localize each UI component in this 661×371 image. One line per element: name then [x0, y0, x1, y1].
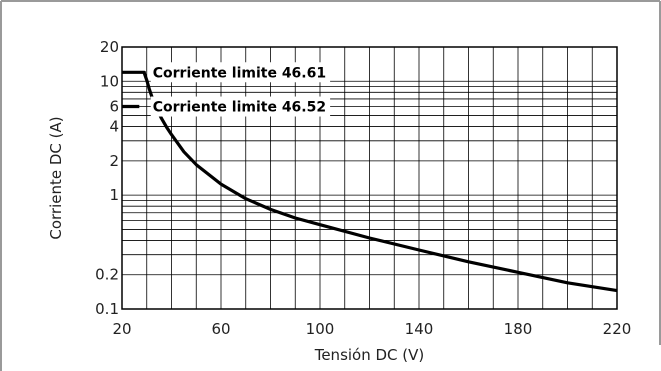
series-line-1 [122, 70, 618, 293]
x-axis-label: Tensión DC (V) [314, 346, 425, 364]
annotation-box [150, 96, 331, 117]
y-tick-labels: 20 10 6 4 2 1 0.2 0.1 [95, 38, 119, 318]
grid [122, 47, 617, 309]
plot-area: Corriente limite 46.61 Corriente limite 4… [121, 46, 618, 310]
y-tick-label: 20 [100, 38, 119, 56]
annotation-label: Corriente limite 46.52 [153, 100, 326, 116]
x-tick-label: 180 [504, 320, 533, 338]
x-tick-label: 100 [306, 320, 335, 338]
y-axis-label: Corriente DC (A) [47, 116, 65, 239]
y-tick-label: 4 [109, 118, 119, 136]
series-lines [122, 70, 618, 293]
x-tick-labels: 20 60 100 140 180 220 [112, 320, 631, 338]
annotation-2: Corriente limite 46.52 [150, 96, 331, 117]
y-tick-label: 10 [100, 72, 119, 90]
y-tick-label: 0.1 [95, 300, 119, 318]
annotation-label: Corriente limite 46.61 [153, 65, 326, 81]
x-tick-label: 220 [603, 320, 632, 338]
x-tick-label: 140 [405, 320, 434, 338]
plot-border [121, 46, 618, 310]
x-tick-label: 20 [112, 320, 131, 338]
annotation-box [150, 62, 331, 83]
annotation-1: Corriente limite 46.61 [150, 62, 331, 83]
y-tick-label: 0.2 [95, 266, 119, 284]
annotations: Corriente limite 46.61 Corriente limite 4… [150, 62, 331, 117]
y-tick-label: 6 [109, 98, 119, 116]
y-tick-label: 2 [109, 152, 119, 170]
y-tick-label: 1 [109, 186, 119, 204]
x-tick-label: 60 [211, 320, 230, 338]
